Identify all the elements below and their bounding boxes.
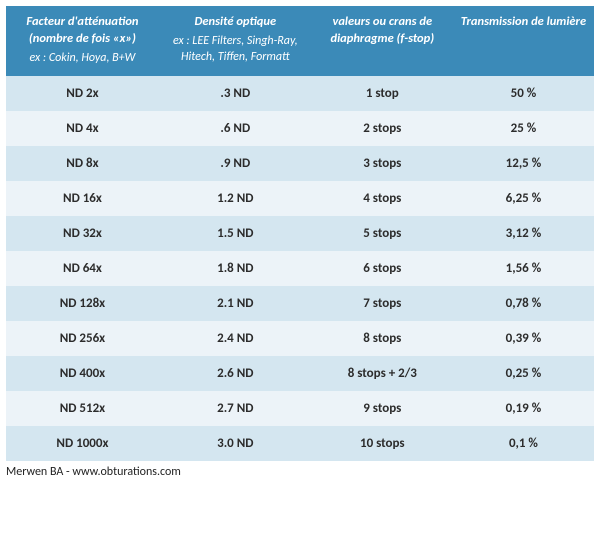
table-cell: 0,39 % — [453, 321, 594, 356]
table-cell: ND 1000x — [6, 426, 159, 461]
table-cell: 1.5 ND — [159, 216, 312, 251]
table-cell: 2.4 ND — [159, 321, 312, 356]
table-cell: 1.8 ND — [159, 251, 312, 286]
table-row: ND 1000x3.0 ND10 stops0,1 % — [6, 426, 594, 461]
table-cell: 3.0 ND — [159, 426, 312, 461]
table-row: ND 256x2.4 ND8 stops0,39 % — [6, 321, 594, 356]
col-title: Transmission de lumière — [461, 14, 586, 29]
table-cell: ND 16x — [6, 181, 159, 216]
table-cell: 8 stops — [312, 321, 453, 356]
table-body: ND 2x.3 ND1 stop50 %ND 4x.6 ND2 stops25 … — [6, 76, 594, 461]
table-cell: 8 stops + 2/3 — [312, 356, 453, 391]
table-cell: 50 % — [453, 76, 594, 111]
table-cell: 7 stops — [312, 286, 453, 321]
table-row: ND 32x1.5 ND5 stops3,12 % — [6, 216, 594, 251]
col-header-transmission: Transmission de lumière — [453, 6, 594, 76]
table-row: ND 16x1.2 ND4 stops6,25 % — [6, 181, 594, 216]
table-cell: 1,56 % — [453, 251, 594, 286]
table-row: ND 128x2.1 ND7 stops0,78 % — [6, 286, 594, 321]
table-cell: 3 stops — [312, 146, 453, 181]
table-cell: ND 512x — [6, 391, 159, 426]
table-row: ND 8x.9 ND3 stops12,5 % — [6, 146, 594, 181]
table-cell: 25 % — [453, 111, 594, 146]
table-row: ND 2x.3 ND1 stop50 % — [6, 76, 594, 111]
col-header-density: Densité optique ex : LEE Filters, Singh-… — [159, 6, 312, 76]
table-cell: ND 4x — [6, 111, 159, 146]
table-cell: 9 stops — [312, 391, 453, 426]
table-cell: 4 stops — [312, 181, 453, 216]
table-row: ND 64x1.8 ND6 stops1,56 % — [6, 251, 594, 286]
table-cell: 0,25 % — [453, 356, 594, 391]
col-header-fstop: valeurs ou crans de diaphragme (f-stop) — [312, 6, 453, 76]
image-credit: Merwen BA - www.obturations.com — [0, 461, 600, 485]
table-cell: 6 stops — [312, 251, 453, 286]
table-cell: ND 8x — [6, 146, 159, 181]
table-cell: 10 stops — [312, 426, 453, 461]
table-cell: 3,12 % — [453, 216, 594, 251]
table-cell: 1.2 ND — [159, 181, 312, 216]
table-cell: 1 stop — [312, 76, 453, 111]
table-container: Facteur d'atténuation (nombre de fois «x… — [0, 0, 600, 461]
table-cell: 6,25 % — [453, 181, 594, 216]
table-cell: 0,78 % — [453, 286, 594, 321]
col-title: Densité optique — [195, 14, 277, 29]
table-cell: 2 stops — [312, 111, 453, 146]
col-subtitle: ex : LEE Filters, Singh-Ray, Hitech, Tif… — [165, 33, 306, 65]
table-row: ND 512x2.7 ND9 stops0,19 % — [6, 391, 594, 426]
table-cell: 2.1 ND — [159, 286, 312, 321]
table-cell: ND 2x — [6, 76, 159, 111]
col-header-attenuation: Facteur d'atténuation (nombre de fois «x… — [6, 6, 159, 76]
table-row: ND 4x.6 ND2 stops25 % — [6, 111, 594, 146]
table-cell: ND 400x — [6, 356, 159, 391]
table-row: ND 400x2.6 ND8 stops + 2/30,25 % — [6, 356, 594, 391]
col-title: valeurs ou crans de diaphragme (f-stop) — [330, 14, 434, 46]
table-cell: 2.6 ND — [159, 356, 312, 391]
table-cell: .9 ND — [159, 146, 312, 181]
col-title: Facteur d'atténuation (nombre de fois «x… — [26, 14, 138, 46]
table-cell: .3 ND — [159, 76, 312, 111]
table-cell: 2.7 ND — [159, 391, 312, 426]
table-cell: 0,1 % — [453, 426, 594, 461]
table-cell: ND 128x — [6, 286, 159, 321]
table-cell: ND 32x — [6, 216, 159, 251]
nd-filter-table: Facteur d'atténuation (nombre de fois «x… — [6, 6, 594, 461]
table-cell: 12,5 % — [453, 146, 594, 181]
table-cell: .6 ND — [159, 111, 312, 146]
col-subtitle: ex : Cokin, Hoya, B+W — [12, 50, 153, 66]
table-cell: 5 stops — [312, 216, 453, 251]
table-cell: ND 256x — [6, 321, 159, 356]
table-cell: 0,19 % — [453, 391, 594, 426]
table-head: Facteur d'atténuation (nombre de fois «x… — [6, 6, 594, 76]
table-cell: ND 64x — [6, 251, 159, 286]
